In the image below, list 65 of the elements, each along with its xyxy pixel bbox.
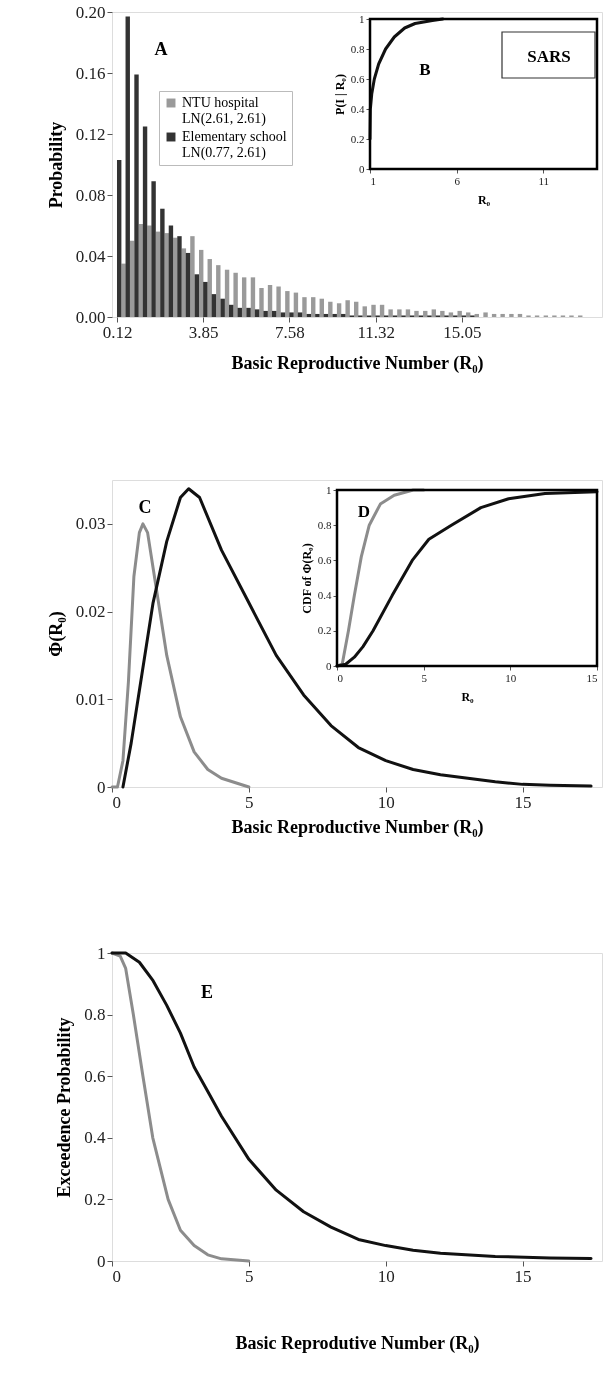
y-tick-label: 0.4 xyxy=(84,1128,106,1148)
y-axis-title: Probability xyxy=(45,121,66,209)
x-tick-label: 5 xyxy=(245,1266,254,1286)
legend-label: Elementary school LN(0.77, 2.61) xyxy=(182,129,287,161)
y-tick-label: 0.6 xyxy=(317,553,332,566)
y-axis-title: Φ(R₀) xyxy=(45,611,67,657)
y-tick-label: 0.04 xyxy=(75,246,106,266)
x-axis-title: R₀ xyxy=(461,689,475,704)
x-tick-label: 15.05 xyxy=(443,322,482,342)
annotation: E xyxy=(200,982,214,1002)
y-tick-label: 0.8 xyxy=(350,42,365,55)
x-tick-label: 15 xyxy=(586,671,598,684)
y-axis-title: CDF of Φ(R₀) xyxy=(299,543,314,614)
y-tick-label: 0.2 xyxy=(317,624,332,637)
x-tick-label: 10 xyxy=(377,1266,395,1286)
y-tick-label: 1 xyxy=(97,943,106,963)
legend-label: NTU hospital LN(2.61, 2.61) xyxy=(182,95,267,127)
y-tick-label: 0.01 xyxy=(75,689,106,709)
y-tick-label: 0.8 xyxy=(317,518,332,531)
y-tick-label: 1 xyxy=(326,483,332,496)
x-tick-label: 15 xyxy=(514,792,532,812)
y-tick-label: 0.02 xyxy=(75,602,106,622)
y-tick-label: 0 xyxy=(97,1251,106,1271)
x-tick-label: 0 xyxy=(337,671,344,684)
y-tick-label: 0.12 xyxy=(75,124,106,144)
annotation: C xyxy=(138,497,152,517)
y-tick-label: 0.03 xyxy=(75,514,106,534)
y-tick-label: 0.20 xyxy=(75,2,106,22)
y-tick-label: 0.00 xyxy=(75,307,106,327)
x-tick-label: 15 xyxy=(514,1266,532,1286)
x-tick-label: 11.32 xyxy=(357,322,396,342)
y-tick-label: 0.6 xyxy=(84,1066,106,1086)
y-tick-label: 0 xyxy=(359,162,365,175)
x-axis-title: R₀ xyxy=(477,192,491,207)
x-tick-label: 10 xyxy=(377,792,395,812)
x-tick-label: 5 xyxy=(421,671,428,684)
y-tick-label: 0.8 xyxy=(84,1005,106,1025)
y-tick-label: 0.2 xyxy=(84,1189,106,1209)
x-tick-label: 11 xyxy=(538,174,550,187)
annotation: B xyxy=(419,60,431,79)
x-tick-label: 5 xyxy=(245,792,254,812)
annotation: SARS xyxy=(527,47,571,66)
x-tick-label: 0 xyxy=(112,792,121,812)
y-tick-label: 0.6 xyxy=(350,72,365,85)
x-tick-label: 1 xyxy=(370,174,376,187)
y-tick-label: 0 xyxy=(326,659,332,672)
x-tick-label: 3.85 xyxy=(188,322,219,342)
x-tick-label: 6 xyxy=(454,174,461,187)
x-axis-title: Basic Reproductive Number (R₀) xyxy=(231,816,484,838)
x-axis-title: Basic Reprodutive Number (R₀) xyxy=(235,1332,480,1354)
y-tick-label: 0.16 xyxy=(75,63,106,83)
y-axis-title: P(I | R₀) xyxy=(332,74,347,115)
annotation: D xyxy=(357,502,371,521)
y-tick-label: 0.4 xyxy=(317,589,332,602)
y-tick-label: 1 xyxy=(359,12,365,25)
y-tick-label: 0.2 xyxy=(350,132,365,145)
x-axis-title: Basic Reproductive Number (R₀) xyxy=(231,352,484,374)
x-tick-label: 7.58 xyxy=(274,322,305,342)
annotation: A xyxy=(154,39,168,59)
y-tick-label: 0.4 xyxy=(350,102,365,115)
y-axis-title: Exceedence Probability xyxy=(54,1017,75,1198)
y-tick-label: 0.08 xyxy=(75,185,106,205)
y-tick-label: 0 xyxy=(97,777,106,797)
x-tick-label: 0 xyxy=(112,1266,121,1286)
x-tick-label: 10 xyxy=(505,671,517,684)
